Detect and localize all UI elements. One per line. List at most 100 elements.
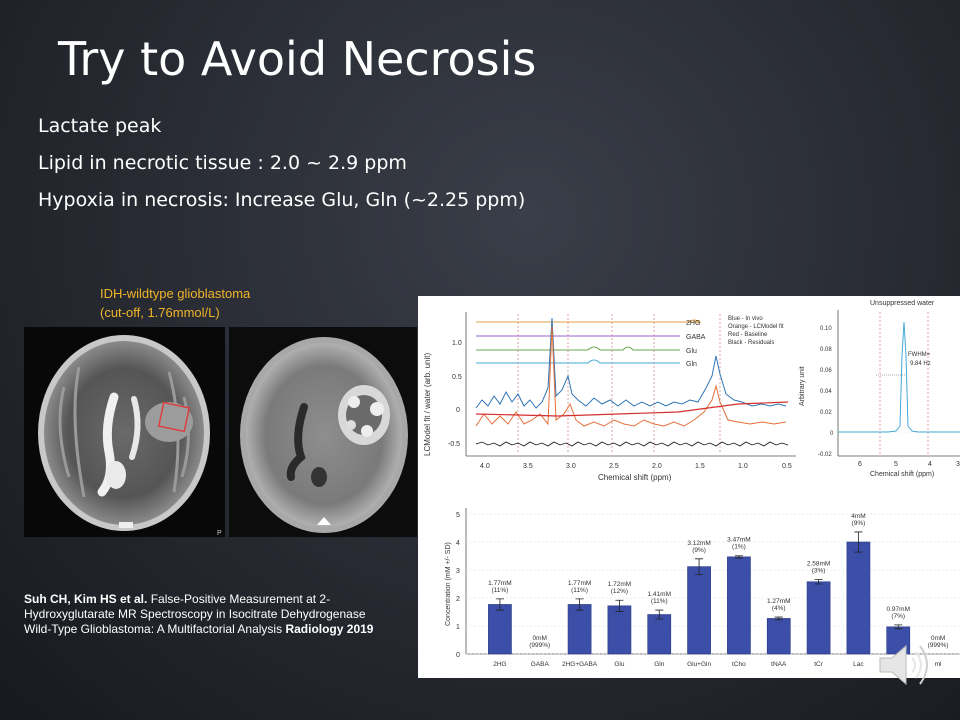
bar-chart-ytick: 4 bbox=[456, 540, 460, 547]
bullet-lactate: Lactate peak bbox=[38, 115, 162, 137]
mri-caption: IDH-wildtype glioblastoma (cut-off, 1.76… bbox=[100, 284, 250, 322]
bar-percent-label: (999%) bbox=[529, 642, 550, 649]
water-ytick: 0.08 bbox=[820, 347, 832, 353]
bar-value-label: 4mM bbox=[851, 513, 865, 520]
water-ytick: 0 bbox=[830, 431, 834, 437]
mri-caption-line1: IDH-wildtype glioblastoma bbox=[100, 286, 251, 301]
slide-title: Try to Avoid Necrosis bbox=[58, 32, 537, 86]
mrs-figure-svg: LCModel fit / water (arb. unit) 1.0 0.5 … bbox=[423, 300, 960, 668]
bar-percent-label: (11%) bbox=[651, 598, 668, 605]
bar-percent-label: (1%) bbox=[732, 544, 746, 551]
spectrum-ytick-m05: -0.5 bbox=[448, 441, 460, 448]
bar-value-label: 0mM bbox=[533, 635, 547, 642]
bar-percent-label: (999%) bbox=[928, 642, 949, 649]
spectrum-xtick: 2.5 bbox=[609, 463, 619, 470]
bar-error-bar bbox=[734, 555, 743, 559]
water-ytick: -0.02 bbox=[818, 452, 832, 458]
spectrum-xtick: 3.0 bbox=[566, 463, 576, 470]
bar-category-label: ml bbox=[935, 661, 942, 668]
bar-category-label: 2HG bbox=[493, 661, 506, 668]
mri-t2-image: P bbox=[24, 327, 225, 537]
trace-label-gln: Gln bbox=[686, 361, 697, 368]
bar-percent-label: (9%) bbox=[692, 547, 706, 554]
spectrum-legend-black: Black - Residuals bbox=[728, 340, 774, 346]
spectrum-legend-orange: Orange - LCModel fit bbox=[728, 324, 784, 330]
water-ytick: 0.04 bbox=[820, 389, 832, 395]
bar-percent-label: (12%) bbox=[611, 588, 628, 595]
bar-error-bar bbox=[495, 598, 504, 611]
bar-value-label: 0.97mM bbox=[887, 606, 910, 613]
bar-value-label: 3.12mM bbox=[687, 540, 710, 547]
bar-value-label: 1.77mM bbox=[568, 580, 591, 587]
water-ylabel: Arbitrary unit bbox=[799, 366, 806, 406]
spectrum-xlabel: Chemical shift (ppm) bbox=[598, 473, 672, 482]
bar-glu bbox=[607, 605, 632, 655]
water-fwhm-label: FWHM= bbox=[908, 352, 931, 358]
water-ytick: 0.06 bbox=[820, 368, 832, 374]
citation-authors: Suh CH, Kim HS et al. bbox=[24, 592, 148, 606]
mrs-figure: LCModel fit / water (arb. unit) 1.0 0.5 … bbox=[418, 296, 960, 678]
citation-text: False-Positive Measurement at 2-Hydroxyg… bbox=[24, 592, 366, 636]
trace-label-gaba: GABA bbox=[686, 334, 706, 341]
bar-tcr bbox=[806, 581, 831, 655]
bar-percent-label: (4%) bbox=[772, 605, 786, 612]
bar-error-bar bbox=[655, 609, 664, 620]
mri-t1-contrast-image bbox=[229, 327, 417, 537]
water-xlabel: Chemical shift (ppm) bbox=[870, 471, 934, 478]
bar-error-bar bbox=[814, 579, 823, 585]
bar-category-label: tCho bbox=[732, 661, 746, 668]
bar-gln bbox=[647, 614, 672, 655]
bar-chart-ytick: 1 bbox=[456, 624, 460, 631]
bar-error-bar bbox=[575, 598, 584, 611]
spectrum-ytick-05: 0.5 bbox=[452, 374, 462, 381]
bar-category-label: Glu bbox=[614, 661, 625, 668]
water-xtick: 6 bbox=[858, 461, 862, 468]
bar-value-label: 2.58mM bbox=[807, 561, 830, 568]
bar-value-label: 1.77mM bbox=[488, 580, 511, 587]
spectrum-xtick: 0.5 bbox=[782, 463, 792, 470]
speaker-icon[interactable] bbox=[876, 640, 932, 690]
bar-error-bar bbox=[854, 531, 863, 553]
bar-category-label: tCr bbox=[814, 661, 824, 668]
bar-chart-ytick: 2 bbox=[456, 596, 460, 603]
trace-label-2hg: 2HG bbox=[686, 320, 700, 327]
spectrum-xtick: 2.0 bbox=[652, 463, 662, 470]
bar-value-label: 1.72mM bbox=[608, 581, 631, 588]
bar-error-bar bbox=[695, 558, 704, 575]
bar-category-label: GABA bbox=[531, 661, 550, 668]
bar-value-label: 0mM bbox=[931, 635, 945, 642]
spectrum-xtick: 1.0 bbox=[738, 463, 748, 470]
bar-2hg bbox=[488, 604, 512, 655]
spectrum-ylabel: LCModel fit / water (arb. unit) bbox=[423, 353, 432, 456]
spectrum-legend-blue: Blue - In vivo bbox=[728, 316, 763, 322]
bullet-hypoxia: Hypoxia in necrosis: Increase Glu, Gln (… bbox=[38, 189, 526, 211]
bar-error-bar bbox=[615, 599, 624, 612]
bar-percent-label: (7%) bbox=[891, 613, 905, 620]
water-ytick: 0.10 bbox=[820, 326, 832, 332]
bar-category-label: tNAA bbox=[771, 661, 787, 668]
bar-percent-label: (3%) bbox=[812, 568, 826, 575]
bar-chart-ytick: 5 bbox=[456, 512, 460, 519]
bar-value-label: 1.27mM bbox=[767, 598, 790, 605]
citation: Suh CH, Kim HS et al. False-Positive Mea… bbox=[24, 592, 394, 637]
bar-chart-ytick: 3 bbox=[456, 568, 460, 575]
water-xtick: 5 bbox=[894, 461, 898, 468]
bar-category-label: Gln bbox=[654, 661, 665, 668]
bar-value-label: 1.41mM bbox=[648, 591, 671, 598]
bar-category-label: 2HG+GABA bbox=[562, 661, 598, 668]
spectrum-ytick-1: 1.0 bbox=[452, 340, 462, 347]
spectrum-ytick-0: 0 bbox=[456, 407, 460, 414]
bar-error-bar bbox=[774, 616, 783, 621]
water-ytick: 0.02 bbox=[820, 410, 832, 416]
bar-glu-gln bbox=[687, 566, 711, 655]
trace-label-glu: Glu bbox=[686, 348, 697, 355]
water-title: Unsuppressed water bbox=[870, 300, 935, 307]
bar-tnaa bbox=[766, 618, 791, 655]
spectrum-xtick: 3.5 bbox=[523, 463, 533, 470]
spectrum-xtick: 4.0 bbox=[480, 463, 490, 470]
mri-caption-line2: (cut-off, 1.76mmol/L) bbox=[100, 305, 220, 320]
bar-percent-label: (11%) bbox=[571, 587, 588, 594]
spectrum-legend-red: Red - Baseline bbox=[728, 332, 768, 338]
bullet-lipid: Lipid in necrotic tissue : 2.0 ~ 2.9 ppm bbox=[38, 152, 407, 174]
bar-2hg-gaba bbox=[567, 604, 592, 655]
